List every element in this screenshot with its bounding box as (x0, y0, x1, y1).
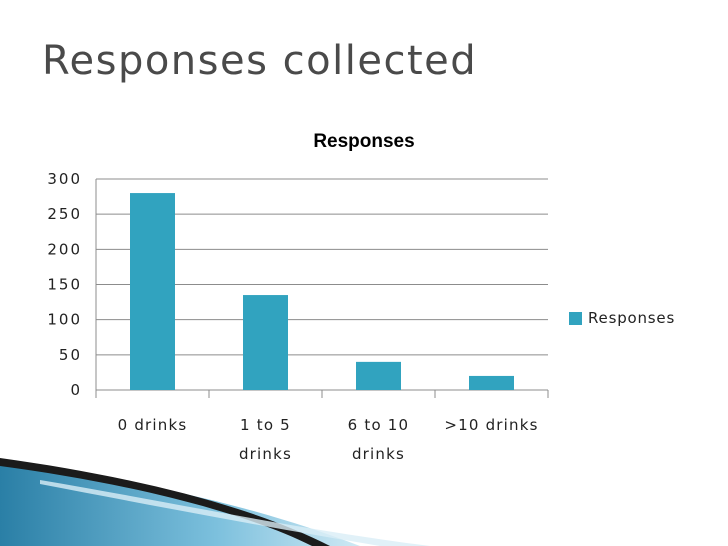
legend-swatch (569, 311, 582, 325)
y-tick-label: 250 (47, 205, 82, 223)
chart-legend: Responses (569, 309, 675, 327)
y-tick-label: 200 (47, 240, 82, 258)
x-category-label: drinks (352, 445, 405, 463)
legend-label: Responses (588, 309, 676, 327)
slide-title: Responses collected (42, 38, 478, 84)
bar (243, 295, 288, 390)
x-category-label: 1 to 5 (240, 416, 291, 434)
y-tick-label: 0 (70, 381, 82, 399)
y-tick-label: 150 (47, 276, 82, 294)
bar (356, 361, 401, 390)
y-tick-label: 300 (47, 170, 82, 188)
x-category-label: >10 drinks (444, 416, 538, 434)
y-tick-label: 50 (59, 346, 82, 364)
y-tick-label: 100 (47, 311, 82, 329)
x-category-label: 6 to 10 (348, 416, 410, 434)
chart-title: Responses (313, 131, 415, 152)
bar (130, 193, 175, 390)
x-category-label: 0 drinks (118, 416, 188, 434)
bar (469, 375, 514, 390)
x-category-label: drinks (239, 445, 292, 463)
